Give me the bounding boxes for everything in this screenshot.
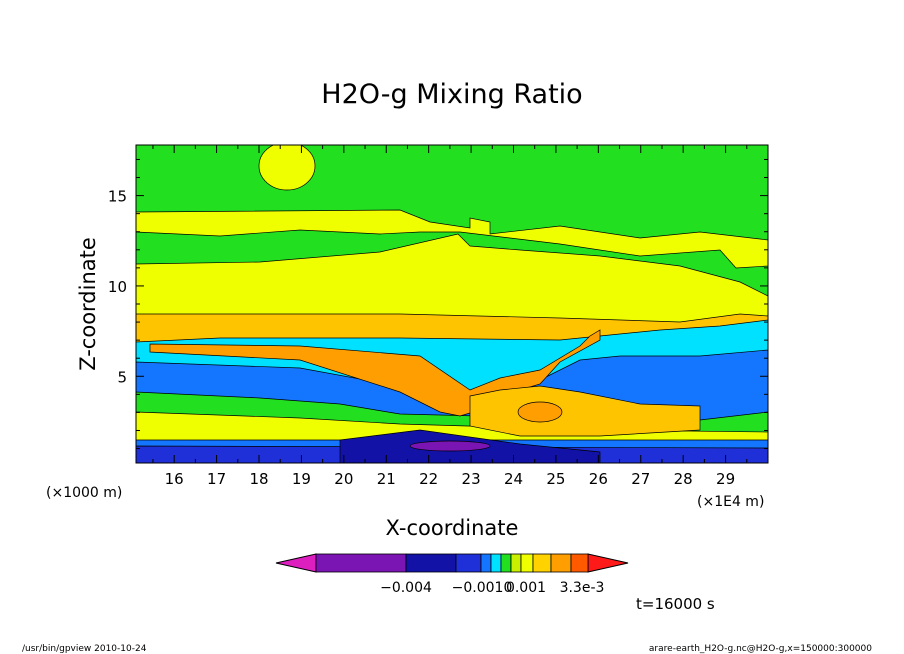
x-tick-label: 24 xyxy=(504,470,523,488)
colorbar-low-triangle xyxy=(275,553,317,573)
colorbar-high-triangle xyxy=(587,553,629,573)
colorbar-swatch xyxy=(455,553,482,573)
y-tick-label: 15 xyxy=(108,188,127,206)
colorbar-swatch xyxy=(490,553,502,573)
colorbar-swatch xyxy=(405,553,457,573)
colorbar-swatch xyxy=(520,553,534,573)
x-unit-left: (×1000 m) xyxy=(46,485,122,501)
colorbar-label: −0.004 xyxy=(380,580,432,596)
y-axis-ticks: 5 10 15 xyxy=(108,158,768,450)
y-tick-label: 10 xyxy=(108,278,127,296)
x-tick-label: 26 xyxy=(589,470,608,488)
orange-blob xyxy=(517,401,563,423)
x-unit-right: (×1E4 m) xyxy=(697,494,764,510)
x-tick-label: 21 xyxy=(377,470,396,488)
x-tick-label: 28 xyxy=(674,470,693,488)
footer-left: /usr/bin/gpview 2010-10-24 xyxy=(22,644,147,654)
colorbar-swatch xyxy=(550,553,572,573)
colorbar-swatch xyxy=(500,553,512,573)
time-label: t=16000 s xyxy=(636,595,715,613)
x-tick-label: 22 xyxy=(419,470,438,488)
colorbar-swatch xyxy=(315,553,407,573)
x-tick-label: 25 xyxy=(546,470,565,488)
colorbar-swatch xyxy=(532,553,552,573)
colorbar-label: 0.001 xyxy=(506,580,546,596)
colorbar-swatch xyxy=(510,553,522,573)
x-tick-label: 18 xyxy=(249,470,268,488)
x-tick-label: 19 xyxy=(292,470,311,488)
colorbar xyxy=(275,553,629,573)
upper-yellow-band xyxy=(136,209,768,269)
contour-fill xyxy=(136,145,768,463)
bottom-purple-blob xyxy=(409,440,491,452)
colorbar-label: −0.0010 xyxy=(452,580,513,596)
x-axis-label: X-coordinate xyxy=(386,516,519,540)
upper-yellow-blob xyxy=(258,145,316,191)
x-tick-label: 27 xyxy=(631,470,650,488)
colorbar-label: 3.3e-3 xyxy=(560,580,605,596)
x-axis-ticks: 16 17 18 19 20 21 22 23 24 25 26 27 28 29 xyxy=(152,145,748,488)
x-tick-label: 20 xyxy=(334,470,353,488)
orange-patches xyxy=(469,385,701,437)
footer-right: arare-earth_H2O-g.nc@H2O-g,x=150000:3000… xyxy=(649,644,872,654)
x-tick-label: 17 xyxy=(207,470,226,488)
x-tick-label: 29 xyxy=(716,470,735,488)
x-tick-label: 23 xyxy=(462,470,481,488)
y-tick-label: 5 xyxy=(117,368,127,386)
chart-title: H2O-g Mixing Ratio xyxy=(321,79,582,110)
colorbar-swatch xyxy=(480,553,492,573)
colorbar-swatch xyxy=(570,553,589,573)
y-axis-label: Z-coordinate xyxy=(76,237,100,371)
x-tick-label: 16 xyxy=(165,470,184,488)
